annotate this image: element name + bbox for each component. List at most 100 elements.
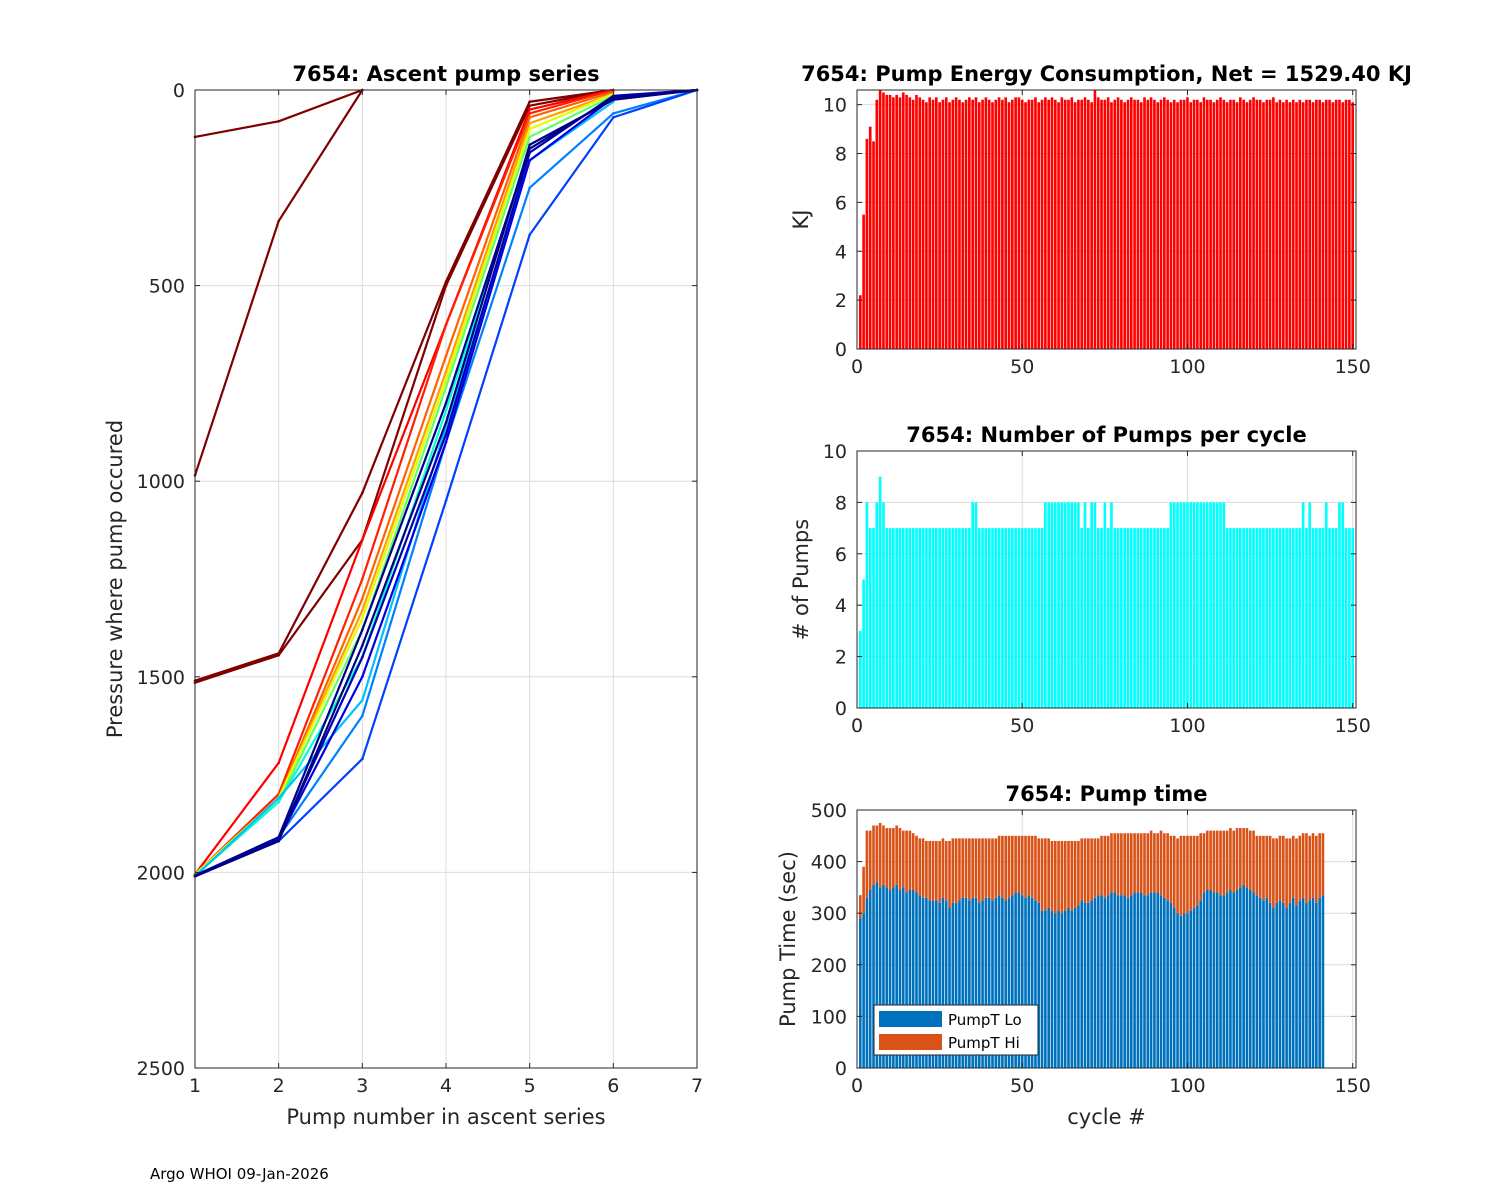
energy-bar: [994, 99, 998, 349]
pumps-bar: [895, 528, 898, 708]
pumptime-bar-lo: [925, 897, 928, 1068]
pumps-bar: [1305, 528, 1308, 708]
energy-bar: [1129, 97, 1133, 349]
pumptime-bar-lo: [1037, 902, 1041, 1068]
pumps-bar: [1281, 528, 1285, 708]
pumps-bar: [1070, 502, 1074, 708]
pumptime-bar-lo: [1301, 897, 1305, 1068]
pumps-bar: [941, 528, 945, 708]
pumps-bar: [1149, 528, 1153, 708]
pumps-bar: [1120, 528, 1123, 708]
pumptime-bar-lo: [915, 892, 918, 1068]
pumptime-bar-lo: [1083, 902, 1087, 1068]
energy-bar: [1239, 97, 1242, 349]
energy-ticks: 0 50 100 150 0 2 4 6 8 10 7654: Pump Energy Consum…: [789, 62, 1412, 378]
pumps-bar: [1027, 528, 1031, 708]
pumptime-ytick-label: 500: [811, 800, 847, 822]
pumptime-bar-lo: [1321, 895, 1325, 1068]
energy-frame: [856, 89, 1357, 350]
pumptime-bar-hi: [1024, 835, 1027, 898]
pumps-bar: [1252, 528, 1255, 708]
pumptime-bar-hi: [1315, 835, 1318, 903]
pumptime-bar-lo: [971, 897, 974, 1068]
pumps-bar: [892, 528, 895, 708]
energy-bar: [1116, 97, 1120, 349]
pumptime-bar-hi: [921, 838, 925, 898]
energy-title: 7654: Pump Energy Consumption, Net = 152…: [801, 62, 1412, 86]
pumps-bar: [1275, 528, 1279, 708]
pumps-bar: [888, 528, 892, 708]
pumps-bar: [1328, 528, 1331, 708]
pumps-xtick-label: 150: [1335, 715, 1371, 737]
energy-bar: [938, 102, 941, 349]
pumptime-bar-lo: [991, 900, 994, 1068]
pumptime-bar-hi: [1248, 830, 1252, 890]
ascent-series-point: [444, 499, 448, 503]
pumptime-bar-lo: [1245, 887, 1249, 1068]
pumps-bar: [1205, 502, 1209, 708]
pumptime-bar-hi: [1030, 835, 1034, 898]
pumptime-bar-hi: [961, 838, 965, 898]
pumptime-bar-lo: [1288, 902, 1292, 1068]
pumptime-bar-hi: [934, 840, 938, 901]
pumptime-bar-hi: [1123, 833, 1126, 896]
pumps-xtick-label: 50: [1010, 715, 1034, 737]
pumps-bar: [1007, 528, 1011, 708]
pumptime-bar-hi: [1073, 840, 1077, 909]
pumps-bar: [1344, 528, 1348, 708]
pumptime-bar-lo: [1202, 892, 1206, 1068]
energy-bar: [1324, 99, 1328, 349]
energy-bar: [1123, 102, 1126, 349]
pumps-xtick-label: 0: [851, 715, 863, 737]
pumps-ytick-label: 6: [835, 544, 847, 566]
pumptime-bar-lo: [1001, 897, 1004, 1068]
pumptime-bar-lo: [1239, 887, 1242, 1068]
energy-bar: [918, 97, 922, 349]
ascent-series-point: [277, 839, 280, 843]
pumptime-bar-hi: [1225, 830, 1229, 893]
pumptime-bar-hi: [1311, 833, 1315, 898]
pumps-bar: [934, 528, 938, 708]
pumptime-bar-hi: [1034, 835, 1037, 901]
pumptime-bar-lo: [1222, 895, 1226, 1068]
pumptime-bar-hi: [1321, 833, 1325, 896]
pumps-bar: [1100, 528, 1103, 708]
pumps-bar: [1169, 502, 1173, 708]
energy-bar: [1348, 99, 1351, 349]
ascent-axes: [194, 89, 698, 1069]
pumps-bar: [1334, 528, 1338, 708]
energy-bar: [1057, 102, 1060, 349]
pumps-bar: [1077, 502, 1080, 708]
footer-text: Argo WHOI 09-Jan-2026: [150, 1165, 329, 1183]
pumptime-bar-hi: [1057, 840, 1060, 911]
energy-bars: [858, 90, 1355, 350]
energy-bar: [954, 97, 958, 349]
energy-bar: [1159, 99, 1163, 349]
pumps-xtick-label: 100: [1169, 715, 1205, 737]
pumptime-bar-hi: [918, 838, 922, 896]
energy-bar: [908, 97, 912, 349]
pumptime-bar-lo: [1139, 892, 1143, 1068]
pumps-bar: [1232, 528, 1236, 708]
pumps-bar: [968, 528, 971, 708]
energy-xtick-label: 50: [1010, 356, 1034, 378]
energy-bar: [1040, 99, 1044, 349]
pumptime-bar-hi: [1245, 828, 1249, 888]
ascent-xtick-label: 3: [356, 1075, 368, 1097]
pumptime-bar-hi: [958, 838, 961, 901]
pumptime-bar-lo: [1186, 913, 1189, 1068]
pumptime-bar-lo: [997, 895, 1001, 1068]
pumps-bar: [1324, 502, 1328, 708]
energy-bar: [1136, 99, 1140, 349]
pumptime-bar-lo: [1057, 910, 1060, 1068]
ascent-series-point: [612, 96, 615, 100]
ascent-xtick-label: 4: [440, 1075, 452, 1097]
ascent-series-point: [528, 108, 531, 111]
energy-bar: [1192, 99, 1196, 349]
pumps-ytick-label: 0: [835, 698, 847, 720]
pumptime-bar-hi: [901, 830, 905, 888]
pumps-bar: [1285, 528, 1288, 708]
pumptime-bar-hi: [928, 840, 932, 901]
pumptime-bar-lo: [1067, 908, 1070, 1068]
energy-bar: [1222, 99, 1226, 349]
